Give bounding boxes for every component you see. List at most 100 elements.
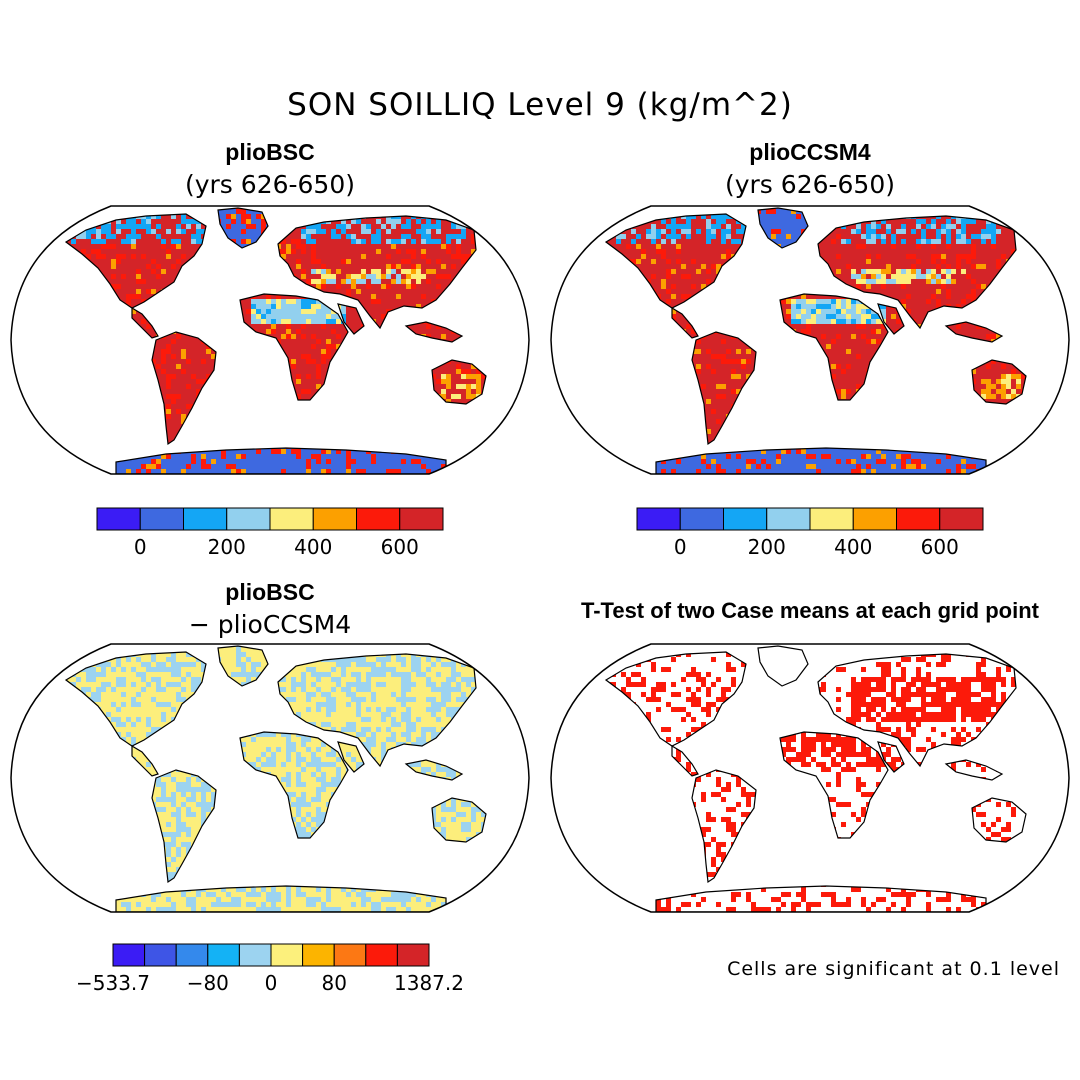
coastline-africa	[239, 293, 349, 401]
colorbar-swatch	[96, 507, 141, 531]
coastline-australia	[971, 359, 1027, 405]
colorbar-swatch	[175, 943, 209, 967]
land-antarctica	[116, 448, 446, 474]
colorbar-tick-label: 400	[834, 535, 872, 559]
coastline-eurasia	[277, 215, 477, 330]
colorbar-tick-label: 0	[265, 971, 278, 995]
colorbar-bl: −533.7 −80 0 80 1387.2	[76, 943, 464, 998]
significance-note: Cells are significant at 0.1 level	[727, 958, 1060, 980]
map-panel-tr	[546, 204, 1074, 476]
coastline-antarctica	[115, 447, 447, 474]
panel-br-title: T-Test of two Case means at each grid po…	[580, 598, 1039, 623]
colorbar-swatch	[852, 507, 897, 531]
map-frame	[10, 205, 530, 475]
colorbar-tick-label: 0	[674, 535, 687, 559]
figure-title: SON SOILLIQ Level 9 (kg/m^2)	[287, 87, 793, 123]
colorbar-tr: 0 200 400 600	[636, 507, 984, 562]
colorbar-swatch	[144, 943, 177, 967]
coastline-northAmerica	[604, 213, 747, 309]
coastline-arabia	[877, 303, 905, 335]
colorbar-swatch	[396, 943, 430, 967]
map-frame	[550, 205, 1070, 475]
panel-tr-subtitle: (yrs 626-650)	[724, 170, 895, 199]
colorbar-tick-label: 200	[208, 535, 246, 559]
coastline-indonesia	[944, 759, 1004, 781]
coastline-southAmerica	[151, 331, 217, 446]
colorbar-swatch	[356, 507, 401, 531]
colorbar-swatch	[238, 943, 272, 967]
colorbar-swatch	[112, 943, 146, 967]
coastline-australia	[431, 359, 487, 405]
colorbar-swatch	[636, 507, 681, 531]
coastline-africa	[779, 293, 889, 401]
coastline-arabia	[337, 303, 365, 335]
land-indonesia	[406, 322, 462, 342]
coastline-centralAm	[671, 306, 699, 339]
coastline-greenland	[217, 645, 269, 687]
coastline-greenland	[217, 207, 269, 249]
coastline-arabia	[877, 741, 905, 773]
colorbar-tick-label: 0	[134, 535, 147, 559]
map-frame	[10, 643, 530, 913]
map-frame	[550, 643, 1070, 913]
coastline-southAmerica	[691, 331, 757, 446]
coastline-australia	[971, 797, 1027, 843]
colorbar-swatch	[312, 507, 357, 531]
coastline-eurasia	[817, 653, 1017, 768]
colorbar-swatch	[939, 507, 984, 531]
colorbar-swatch	[766, 507, 811, 531]
colorbar-swatch	[139, 507, 184, 531]
colorbar-swatch	[399, 507, 444, 531]
coastline-eurasia	[817, 215, 1017, 330]
coastline-centralAm	[131, 744, 159, 777]
coastline-northAmerica	[64, 651, 207, 747]
coastline-arabia	[337, 741, 365, 773]
colorbar-tick-label: 80	[321, 971, 346, 995]
colorbar-swatch	[183, 507, 228, 531]
colorbar-tick-label: −533.7	[76, 971, 150, 995]
panel-bl-title: plioBSC	[225, 579, 315, 605]
colorbar-swatch	[269, 507, 314, 531]
coastline-antarctica	[655, 447, 987, 474]
coastline-indonesia	[404, 321, 464, 343]
colorbar-swatch	[365, 943, 398, 967]
colorbar-tl: 0 200 400 600	[96, 507, 444, 562]
panel-bl-subtitle: − plioCCSM4	[188, 610, 352, 639]
map-panel-bl	[6, 642, 534, 914]
coastline-greenland	[757, 645, 809, 687]
coastline-northAmerica	[64, 213, 207, 309]
coastline-northAmerica	[604, 651, 747, 747]
coastline-africa	[779, 731, 889, 839]
coastline-indonesia	[944, 321, 1004, 343]
colorbar-tick-label: 200	[748, 535, 786, 559]
coastline-antarctica	[655, 885, 987, 912]
coastline-australia	[431, 797, 487, 843]
colorbar-swatch	[302, 943, 335, 967]
colorbar-swatch	[896, 507, 941, 531]
colorbar-tick-label: 1387.2	[394, 971, 464, 995]
colorbar-swatch	[270, 943, 304, 967]
coastline-eurasia	[277, 653, 477, 768]
map-panel-tl	[6, 204, 534, 476]
colorbar-swatch	[723, 507, 768, 531]
panel-tl-subtitle: (yrs 626-650)	[184, 170, 355, 199]
coastline-indonesia	[404, 759, 464, 781]
colorbar-tick-label: −80	[187, 971, 229, 995]
coastline-antarctica	[115, 885, 447, 912]
land-centralAm	[132, 746, 158, 776]
colorbar-tick-label: 600	[921, 535, 959, 559]
colorbar-swatch	[333, 943, 367, 967]
coastline-southAmerica	[151, 769, 217, 884]
coastline-greenland	[757, 207, 809, 249]
colorbar-swatch	[226, 507, 271, 531]
land-greenland	[758, 208, 808, 248]
coastline-africa	[239, 731, 349, 839]
colorbar-tick-label: 400	[294, 535, 332, 559]
colorbar-swatch	[809, 507, 854, 531]
coastline-centralAm	[671, 744, 699, 777]
panel-tr-title: plioCCSM4	[749, 139, 871, 165]
colorbar-swatch	[207, 943, 240, 967]
colorbar-tick-label: 600	[381, 535, 419, 559]
coastline-southAmerica	[691, 769, 757, 884]
colorbar-swatch	[679, 507, 724, 531]
